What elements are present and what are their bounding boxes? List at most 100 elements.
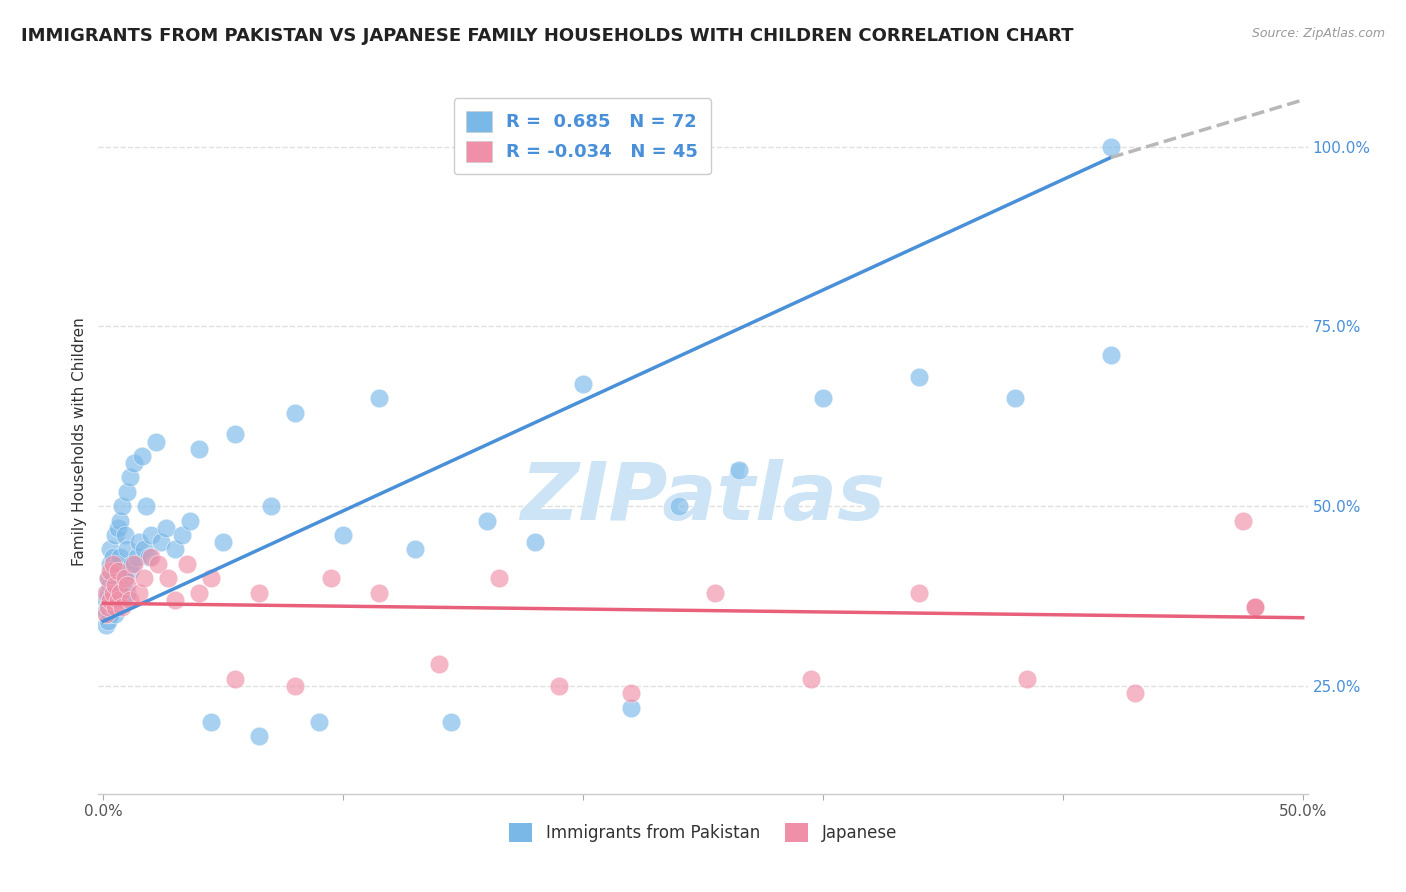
Point bbox=[97, 571, 120, 585]
Point bbox=[118, 470, 141, 484]
Point bbox=[247, 730, 270, 744]
Point bbox=[1099, 139, 1122, 153]
Point bbox=[118, 592, 141, 607]
Point bbox=[107, 592, 129, 607]
Point bbox=[131, 449, 153, 463]
Point bbox=[104, 564, 127, 578]
Point bbox=[908, 585, 931, 599]
Point bbox=[94, 607, 117, 621]
Point bbox=[321, 571, 343, 585]
Point bbox=[1015, 672, 1038, 686]
Point bbox=[114, 571, 136, 585]
Point bbox=[811, 392, 834, 406]
Point bbox=[97, 585, 120, 599]
Point bbox=[128, 535, 150, 549]
Y-axis label: Family Households with Children: Family Households with Children bbox=[72, 318, 87, 566]
Point bbox=[260, 500, 283, 514]
Point bbox=[284, 406, 307, 420]
Point bbox=[111, 592, 134, 607]
Point bbox=[104, 585, 127, 599]
Point bbox=[115, 542, 138, 557]
Point bbox=[668, 500, 690, 514]
Point bbox=[107, 564, 129, 578]
Point bbox=[728, 463, 751, 477]
Point bbox=[114, 528, 136, 542]
Point bbox=[108, 585, 131, 599]
Point bbox=[440, 714, 463, 729]
Point bbox=[176, 557, 198, 571]
Point bbox=[108, 585, 131, 599]
Point bbox=[101, 585, 124, 599]
Point bbox=[111, 500, 134, 514]
Point bbox=[104, 528, 127, 542]
Point bbox=[188, 585, 211, 599]
Point bbox=[97, 571, 120, 585]
Point bbox=[107, 557, 129, 571]
Point bbox=[165, 542, 187, 557]
Point bbox=[404, 542, 426, 557]
Text: IMMIGRANTS FROM PAKISTAN VS JAPANESE FAMILY HOUSEHOLDS WITH CHILDREN CORRELATION: IMMIGRANTS FROM PAKISTAN VS JAPANESE FAM… bbox=[21, 27, 1074, 45]
Point bbox=[94, 618, 117, 632]
Point bbox=[704, 585, 727, 599]
Point bbox=[1243, 599, 1265, 614]
Point bbox=[135, 500, 157, 514]
Point bbox=[188, 442, 211, 456]
Point bbox=[121, 557, 143, 571]
Point bbox=[107, 521, 129, 535]
Point bbox=[800, 672, 823, 686]
Point bbox=[224, 672, 246, 686]
Point bbox=[1243, 599, 1265, 614]
Point bbox=[100, 592, 122, 607]
Point bbox=[101, 557, 124, 571]
Point bbox=[368, 392, 391, 406]
Point bbox=[247, 585, 270, 599]
Point bbox=[1232, 514, 1254, 528]
Point bbox=[128, 585, 150, 599]
Point bbox=[149, 535, 172, 549]
Point bbox=[1099, 348, 1122, 362]
Point bbox=[620, 700, 643, 714]
Text: Source: ZipAtlas.com: Source: ZipAtlas.com bbox=[1251, 27, 1385, 40]
Point bbox=[138, 549, 160, 564]
Point bbox=[475, 514, 498, 528]
Point bbox=[548, 679, 571, 693]
Point bbox=[104, 607, 127, 621]
Legend: Immigrants from Pakistan, Japanese: Immigrants from Pakistan, Japanese bbox=[502, 816, 904, 849]
Point bbox=[108, 514, 131, 528]
Point bbox=[101, 599, 124, 614]
Point bbox=[108, 549, 131, 564]
Point bbox=[524, 535, 547, 549]
Point bbox=[124, 557, 146, 571]
Text: ZIPatlas: ZIPatlas bbox=[520, 458, 886, 537]
Point bbox=[118, 564, 141, 578]
Point bbox=[141, 528, 163, 542]
Point bbox=[100, 557, 122, 571]
Point bbox=[115, 585, 138, 599]
Point bbox=[132, 542, 155, 557]
Point bbox=[101, 571, 124, 585]
Point bbox=[200, 714, 222, 729]
Point bbox=[100, 592, 122, 607]
Point bbox=[284, 679, 307, 693]
Point bbox=[100, 564, 122, 578]
Point bbox=[572, 377, 595, 392]
Point bbox=[224, 427, 246, 442]
Point bbox=[488, 571, 510, 585]
Point bbox=[179, 514, 201, 528]
Point bbox=[94, 585, 117, 599]
Point bbox=[427, 657, 450, 672]
Point bbox=[1123, 686, 1146, 700]
Point bbox=[111, 599, 134, 614]
Point bbox=[115, 484, 138, 499]
Point bbox=[908, 369, 931, 384]
Point bbox=[104, 599, 127, 614]
Point bbox=[200, 571, 222, 585]
Point bbox=[1243, 599, 1265, 614]
Point bbox=[107, 592, 129, 607]
Point bbox=[148, 557, 170, 571]
Point bbox=[97, 615, 120, 629]
Point bbox=[115, 578, 138, 592]
Point bbox=[94, 603, 117, 617]
Point bbox=[97, 599, 120, 614]
Point bbox=[100, 542, 122, 557]
